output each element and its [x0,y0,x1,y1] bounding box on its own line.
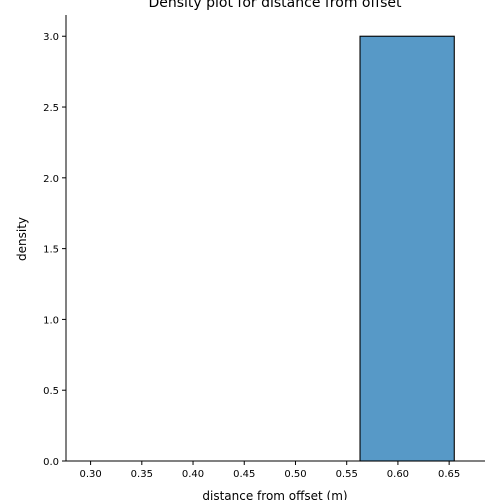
x-tick-label: 0.60 [387,469,409,480]
y-tick-label: 0.0 [43,457,59,468]
x-tick-label: 0.40 [182,469,204,480]
bars-layer [359,35,455,462]
x-tick-label: 0.30 [79,469,101,480]
x-tick-label: 0.35 [131,469,153,480]
y-tick-label: 1.5 [43,245,59,256]
chart-title: Density plot for distance from offset [148,0,402,11]
x-tick-label: 0.65 [438,469,460,480]
y-axis-label: density [15,217,29,261]
y-tick-label: 0.5 [43,386,59,397]
histogram-bar [359,35,455,462]
y-tick-label: 1.0 [43,315,59,326]
x-tick-label: 0.55 [336,469,358,480]
x-tick-label: 0.45 [233,469,255,480]
y-tick-label: 3.0 [43,32,59,43]
y-tick-label: 2.0 [43,174,59,185]
y-tick-label: 2.5 [43,103,59,114]
x-axis-label: distance from offset (m) [202,489,347,500]
axes-layer: 0.30 0.35 0.40 0.45 0.50 0.55 0.60 0.65 0.0 0.5 1.… [43,15,485,480]
x-tick-label: 0.50 [284,469,306,480]
